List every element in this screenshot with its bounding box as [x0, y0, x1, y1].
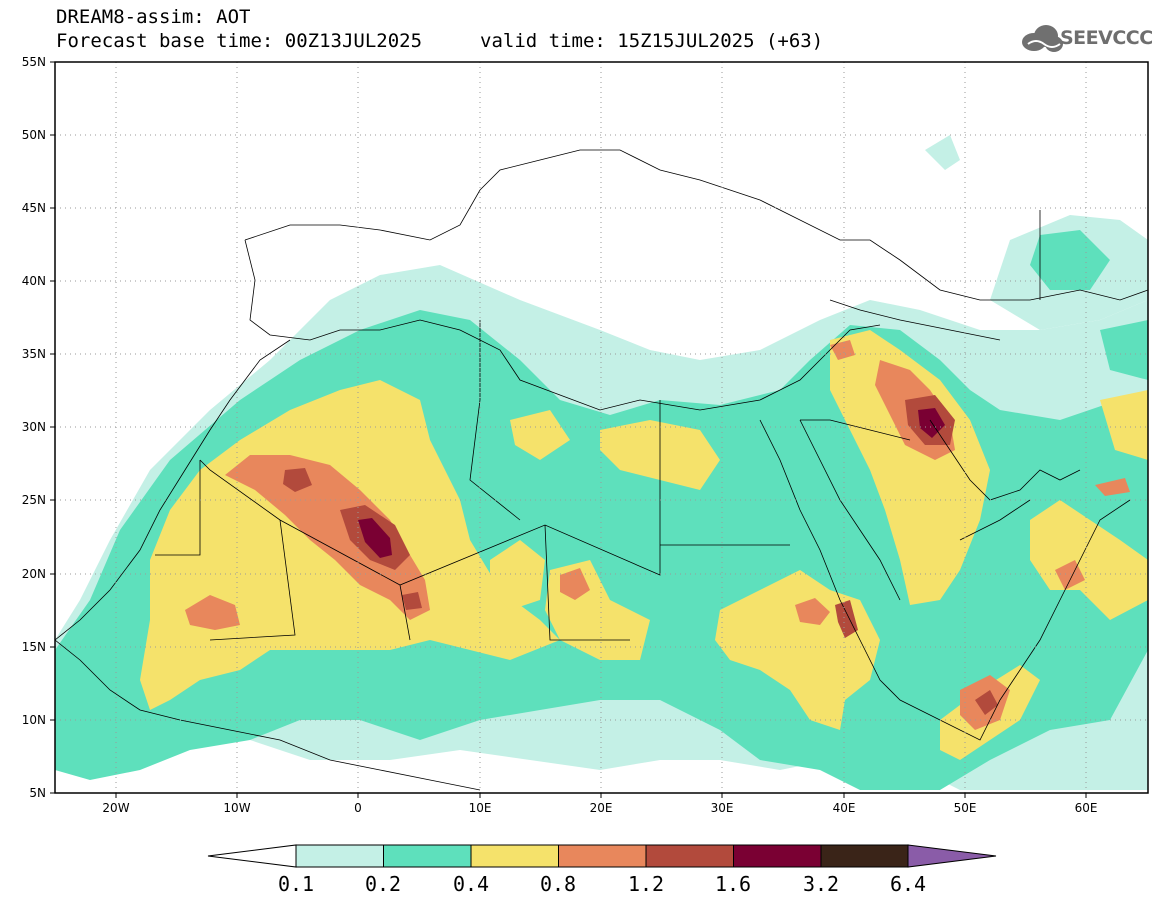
colorbar-box [645, 844, 734, 868]
forecast-base-time: Forecast base time: 00Z13JUL2025 [56, 30, 423, 52]
lon-label: 50E [954, 801, 977, 815]
lon-label: 0 [354, 801, 362, 815]
colorbar-under-triangle [207, 844, 297, 868]
persian-gulf-coast [929, 419, 1081, 501]
lat-label: 5N [29, 786, 46, 800]
coastlines-borders [55, 149, 1148, 791]
colorbar-label: 0.8 [540, 872, 576, 896]
colorbar [207, 844, 997, 868]
lat-label: 40N [22, 274, 46, 288]
red-sea-east-coast [799, 419, 901, 601]
valid-time: valid time: 15Z15JUL2025 (+63) [480, 30, 824, 52]
colorbar-box [820, 844, 909, 868]
lon-label: 20E [590, 801, 613, 815]
colorbar-label: 3.2 [803, 872, 839, 896]
colorbar-box [470, 844, 559, 868]
cloud-icon [1022, 25, 1063, 52]
guinea-coast [55, 639, 481, 791]
map-title: DREAM8-assim: AOT [56, 6, 251, 28]
country-borders [155, 320, 790, 641]
lat-label: 20N [22, 567, 46, 581]
seevccc-logo [1022, 25, 1063, 52]
colorbar-box [295, 844, 384, 868]
colorbar-box [558, 844, 647, 868]
north-africa-coast [244, 239, 881, 411]
lat-label: 50N [22, 128, 46, 142]
lon-label: 10W [223, 801, 250, 815]
lon-label: 20W [102, 801, 129, 815]
colorbar-label: 1.2 [628, 872, 664, 896]
lat-labels: 55N 50N 45N 40N 35N 30N 25N 20N 15N 10N … [22, 55, 46, 800]
colorbar-labels: 0.1 0.2 0.4 0.8 1.2 1.6 3.2 6.4 [278, 872, 926, 896]
lat-label: 35N [22, 347, 46, 361]
logo-text: SEEVCCC [1060, 27, 1153, 49]
europe-coast [244, 149, 1148, 301]
colorbar-over-triangle [907, 844, 997, 868]
colorbar-label: 1.6 [715, 872, 751, 896]
colorbar-label: 0.4 [453, 872, 489, 896]
lon-label: 40E [833, 801, 856, 815]
axis-ticks [50, 61, 1087, 798]
middle-east-borders [800, 210, 1041, 541]
colorbar-label: 6.4 [890, 872, 926, 896]
gridlines [55, 62, 1148, 793]
lon-label: 30E [711, 801, 734, 815]
lat-label: 30N [22, 420, 46, 434]
colorbar-label: 0.1 [278, 872, 314, 896]
colorbar-boxes [295, 844, 909, 868]
lat-label: 25N [22, 493, 46, 507]
colorbar-box [383, 844, 472, 868]
lat-label: 55N [22, 55, 46, 69]
lon-labels: 20W 10W 0 10E 20E 30E 40E 50E 60E [102, 801, 1097, 815]
lat-label: 45N [22, 201, 46, 215]
lon-label: 60E [1075, 801, 1098, 815]
lon-label: 10E [469, 801, 492, 815]
west-africa-coast [55, 339, 291, 641]
lat-label: 10N [22, 713, 46, 727]
lat-label: 15N [22, 640, 46, 654]
colorbar-label: 0.2 [365, 872, 401, 896]
aot-level-1.6 [358, 408, 945, 558]
colorbar-box [733, 844, 822, 868]
